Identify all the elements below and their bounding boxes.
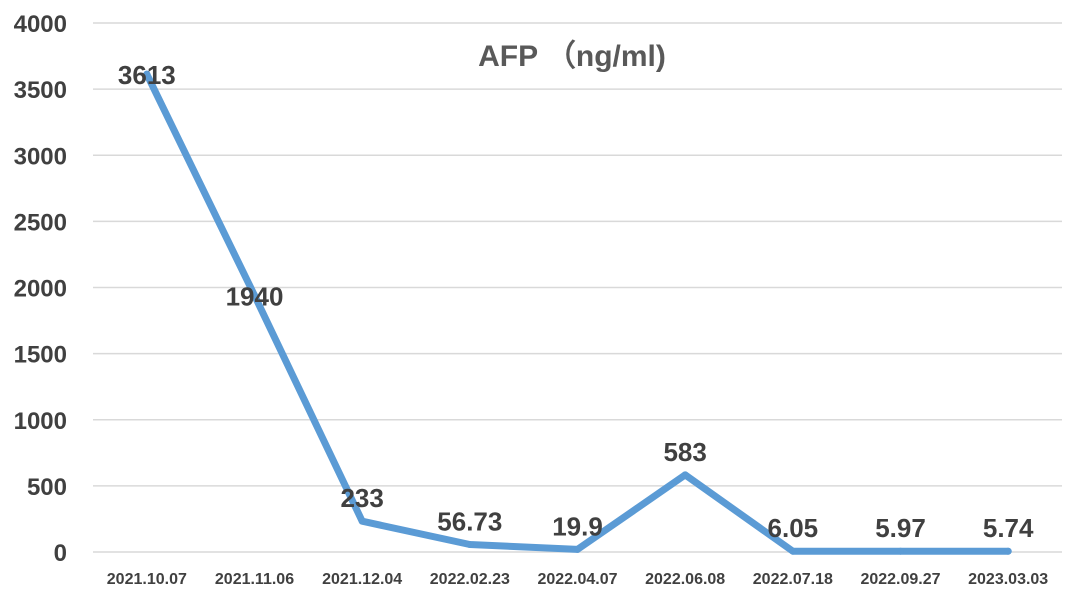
data-point [897,547,904,555]
data-point [143,70,151,78]
y-tick-label: 3000 [14,143,67,170]
chart-title: AFP （ng/ml) [478,39,666,73]
x-axis-ticks: 2021.10.07 2021.11.06 2021.12.04 2022.02.23… [107,571,1049,588]
data-label: 3613 [118,60,176,90]
y-tick-label: 500 [27,474,67,501]
y-tick-label: 2500 [14,209,67,236]
y-tick-label: 3500 [14,77,67,104]
x-tick-label: 2023.03.03 [968,571,1048,588]
x-tick-label: 2022.07.18 [753,571,833,588]
y-tick-label: 2000 [14,276,67,303]
y-axis-ticks: 0 500 1000 1500 2000 2500 3000 3500 4000 [14,11,67,567]
y-tick-label: 4000 [14,11,67,38]
data-point [1004,547,1012,555]
data-point [789,547,797,555]
data-labels: 3613 1940 233 56.73 19.9 583 6.05 5.97 5.74 [118,60,1034,543]
afp-series-line [143,70,1012,555]
data-label: 5.74 [983,513,1034,543]
x-tick-label: 2021.11.06 [215,571,294,588]
data-label: 5.97 [875,513,926,543]
data-point [466,540,474,548]
y-tick-label: 1000 [14,408,67,435]
series-layer [143,70,1012,555]
data-point [251,291,258,299]
data-label: 6.05 [768,513,819,543]
data-label: 19.9 [552,511,603,541]
data-label: 56.73 [437,506,502,536]
x-tick-label: 2022.06.08 [645,571,725,588]
data-label: 1940 [226,281,284,311]
data-label: 233 [340,483,383,513]
y-tick-label: 0 [54,540,67,567]
x-tick-label: 2022.02.23 [430,571,510,588]
x-tick-label: 2021.12.04 [322,571,402,588]
x-tick-label: 2022.04.07 [537,571,617,588]
data-label: 583 [663,437,706,467]
data-point [358,517,366,525]
x-tick-label: 2021.10.07 [107,571,187,588]
data-point [681,471,689,479]
y-tick-label: 1500 [14,342,67,369]
x-tick-label: 2022.09.27 [860,571,940,588]
data-point [574,545,581,553]
